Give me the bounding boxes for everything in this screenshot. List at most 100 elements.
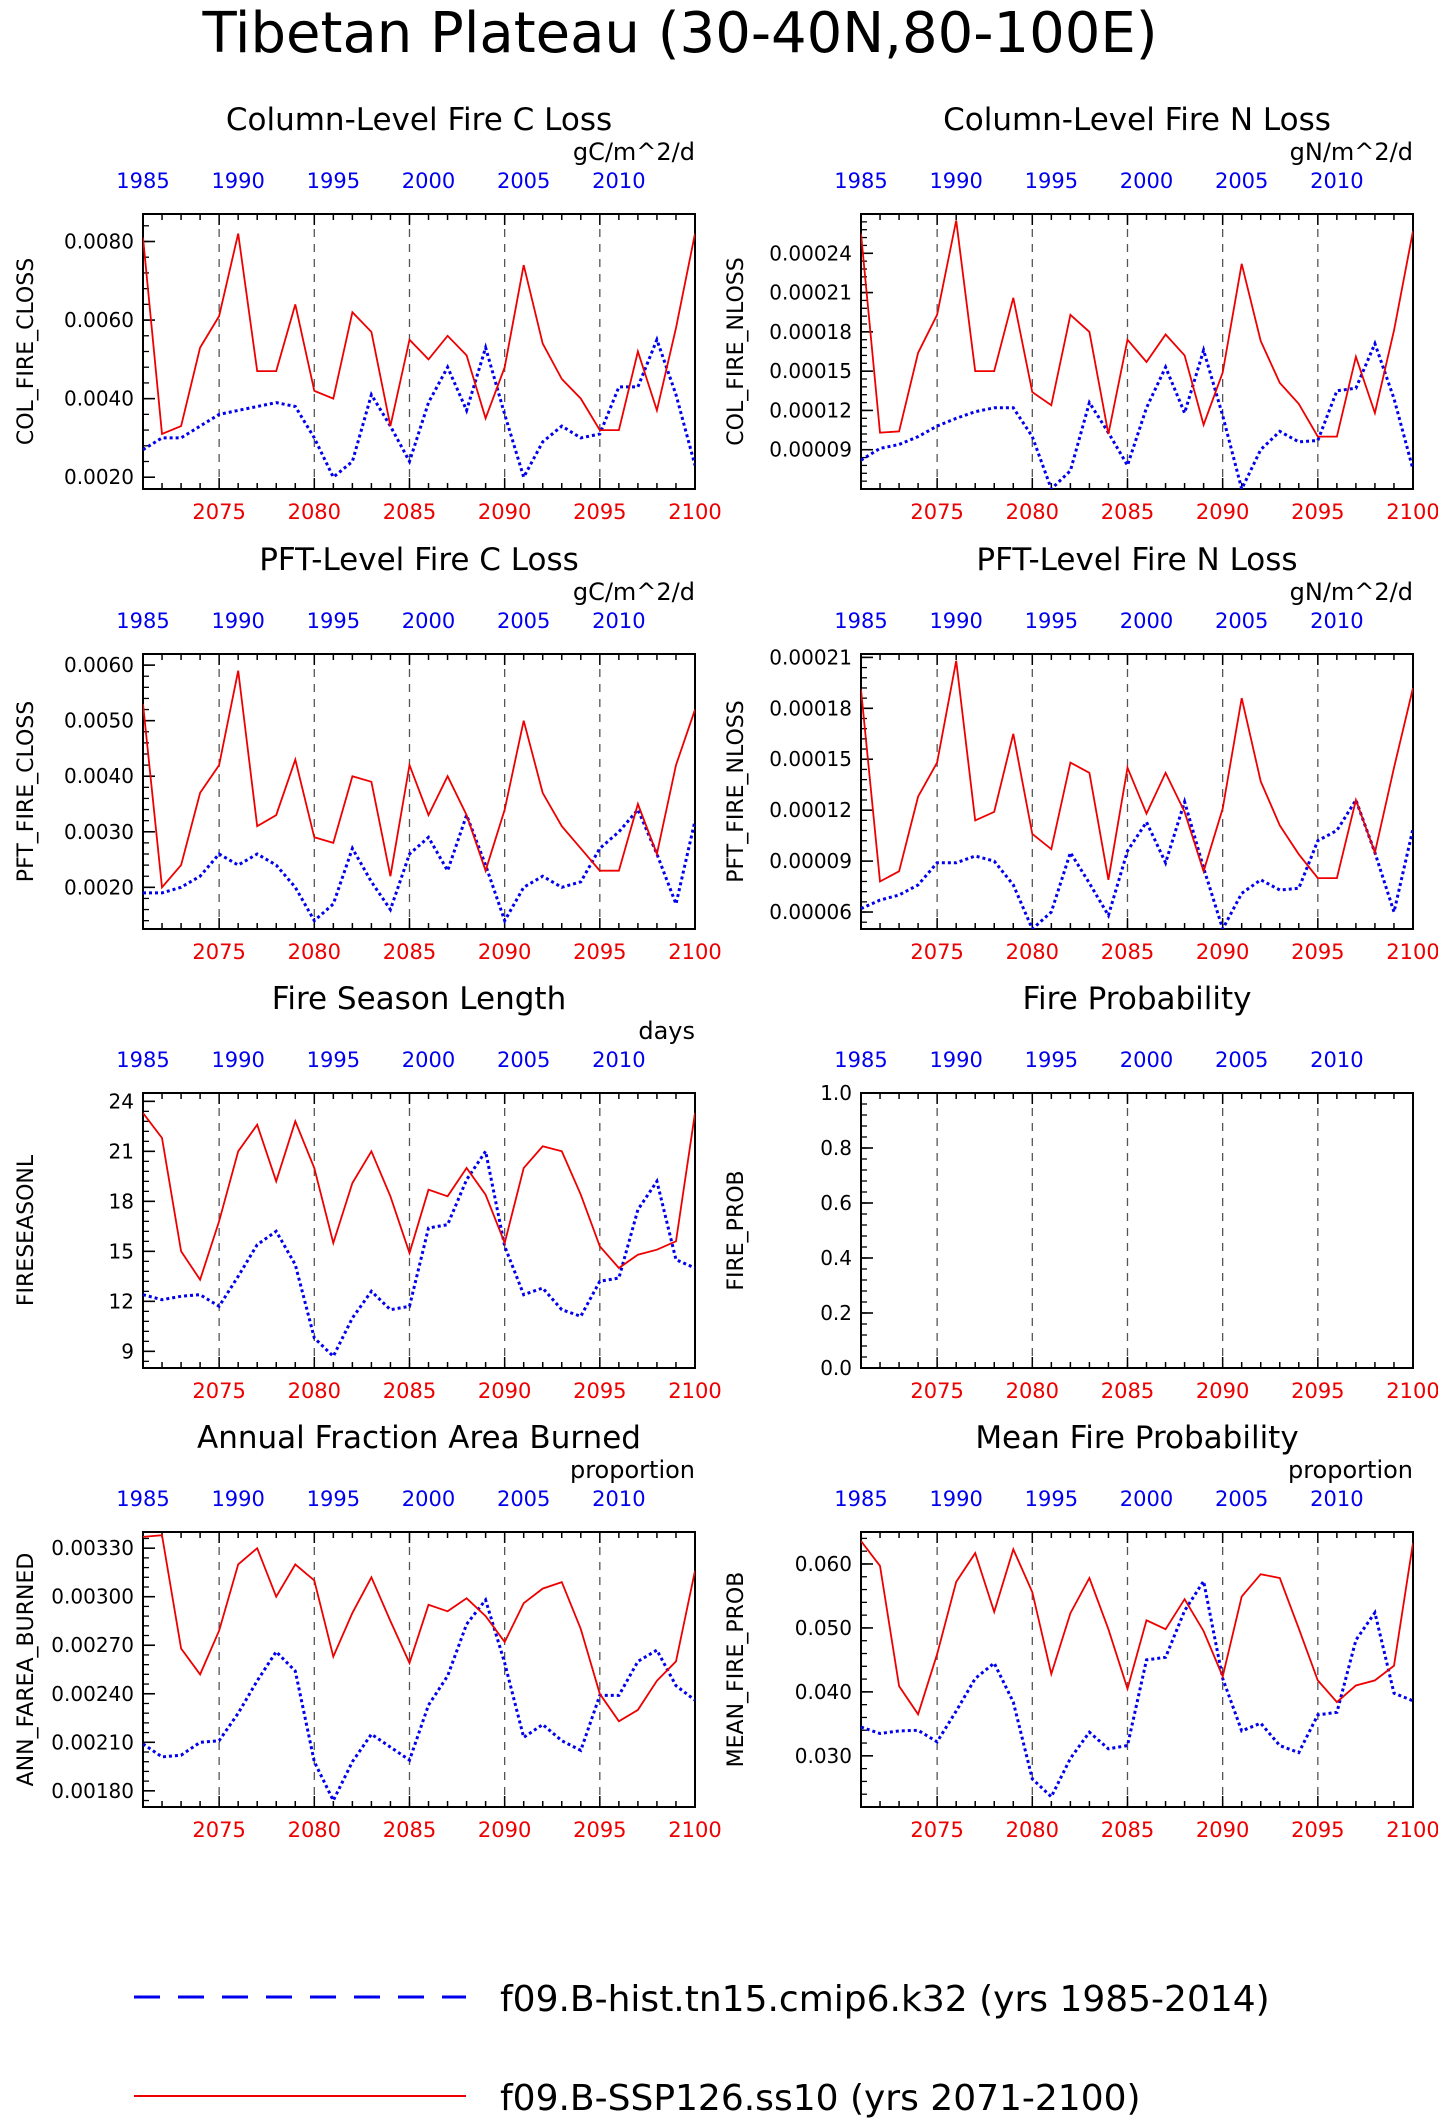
series-ssp-line [143,670,695,890]
x-tick-label-top: 1995 [307,1487,360,1511]
x-tick-label: 2085 [383,500,436,524]
x-tick-label-top: 2010 [592,1487,645,1511]
x-tick-label-top: 2000 [1120,1487,1173,1511]
x-tick-label: 2085 [1101,1818,1154,1842]
y-tick-label: 0.0060 [64,653,134,677]
y-tick-label: 0.00021 [769,281,852,305]
y-axis-label: COL_FIRE_NLOSS [724,257,749,445]
y-tick-label: 0.00006 [769,900,852,924]
y-tick-label: 0.030 [795,1744,852,1768]
x-tick-label-top: 2010 [1310,1048,1363,1072]
x-tick-label-top: 2010 [1310,1487,1363,1511]
plot-frame [142,1531,696,1808]
y-tick-label: 0.0050 [64,709,134,733]
panel-title: Fire Probability [1022,981,1251,1017]
panel-units: days [638,1017,695,1045]
y-axis-label: FIRE_PROB [724,1170,749,1290]
x-tick-label: 2095 [1291,940,1344,964]
x-tick-label: 2075 [910,500,963,524]
panel-units: gC/m^2/d [573,578,695,606]
y-tick-label: 0.00210 [51,1730,134,1754]
panel-title: Column-Level Fire C Loss [226,102,612,138]
x-tick-label: 2085 [383,1379,436,1403]
series-ssp-line [143,1112,695,1282]
x-tick-label: 2090 [478,1818,531,1842]
y-axis-label: MEAN_FIRE_PROB [724,1572,749,1768]
series-ssp-line [861,220,1413,438]
x-tick-label: 2080 [1006,500,1059,524]
series-hist-line [143,335,695,482]
x-tick-label: 2075 [192,940,245,964]
legend-ssp-label: f09.B-SSP126.ss10 (yrs 2071-2100) [500,2078,1141,2119]
y-tick-label: 0.00330 [51,1536,134,1560]
x-tick-label-top: 1990 [929,609,982,633]
x-tick-label: 2090 [478,940,531,964]
x-tick-label: 2090 [478,1379,531,1403]
x-tick-label: 2080 [1006,1379,1059,1403]
x-tick-label: 2095 [1291,1379,1344,1403]
x-tick-label-top: 2005 [497,609,550,633]
x-tick-label-top: 2010 [1310,169,1363,193]
x-tick-label-top: 2000 [402,1487,455,1511]
plot-frame [860,1092,1414,1369]
panel-title: Annual Fraction Area Burned [197,1420,641,1456]
panel-title: PFT-Level Fire C Loss [259,542,579,578]
x-tick-label: 2090 [1196,500,1249,524]
x-tick-label-top: 1985 [116,609,169,633]
y-tick-label: 0.00018 [769,696,852,720]
y-tick-label: 0.00009 [769,438,852,462]
series-ssp-line [143,1534,695,1723]
x-tick-label-top: 1985 [116,169,169,193]
x-tick-label: 2075 [192,1818,245,1842]
series-hist-line [861,339,1413,489]
x-tick-label: 2100 [1386,940,1438,964]
figure-title: Tibetan Plateau (30-40N,80-100E) [201,1,1157,66]
x-tick-label: 2080 [288,940,341,964]
x-tick-label: 2100 [668,500,721,524]
panel-units: proportion [1288,1456,1413,1484]
x-tick-label-top: 1985 [116,1048,169,1072]
x-tick-label-top: 2000 [1120,1048,1173,1072]
x-tick-label: 2095 [573,500,626,524]
x-tick-label: 2095 [573,1379,626,1403]
x-tick-label-top: 1995 [307,609,360,633]
y-tick-label: 0.00024 [769,241,852,265]
x-tick-label-top: 2005 [497,1048,550,1072]
x-tick-label: 2075 [910,1818,963,1842]
y-axis-label: FIRESEASONL [14,1154,39,1306]
x-tick-label-top: 2005 [1215,609,1268,633]
series-hist-line [861,1577,1413,1800]
x-tick-label: 2075 [910,940,963,964]
y-tick-label: 24 [109,1089,134,1113]
x-tick-label: 2100 [668,1818,721,1842]
x-tick-label: 2100 [668,1379,721,1403]
x-tick-label: 2095 [1291,1818,1344,1842]
x-tick-label-top: 2005 [1215,1048,1268,1072]
x-tick-label: 2085 [383,940,436,964]
x-tick-label-top: 1995 [1025,169,1078,193]
y-tick-label: 0.060 [795,1552,852,1576]
chart-panel-6: Fire Probability 2075 2080 2085 2090 2095 2100… [724,981,1438,1403]
x-tick-label: 2080 [288,1818,341,1842]
series-ssp-line [861,1540,1413,1717]
x-tick-label-top: 1990 [929,169,982,193]
panel-units: proportion [570,1456,695,1484]
y-tick-label: 0.0030 [64,820,134,844]
legend-hist-label: f09.B-hist.tn15.cmip6.k32 (yrs 1985-2014… [500,1979,1270,2020]
series-hist-line [143,1147,695,1359]
x-tick-label: 2095 [573,1818,626,1842]
x-tick-label: 2075 [192,1379,245,1403]
y-axis-label: PFT_FIRE_CLOSS [14,701,39,882]
x-tick-label: 2085 [1101,940,1154,964]
plot-frame [860,653,1414,930]
y-tick-label: 0.0040 [64,764,134,788]
x-tick-label-top: 1995 [1025,1048,1078,1072]
series-ssp-line [861,660,1413,883]
x-tick-label-top: 2005 [1215,169,1268,193]
panel-title: Column-Level Fire N Loss [943,102,1331,138]
x-tick-label: 2080 [1006,1818,1059,1842]
y-tick-label: 0.040 [795,1680,852,1704]
y-tick-label: 0.2 [820,1301,852,1325]
